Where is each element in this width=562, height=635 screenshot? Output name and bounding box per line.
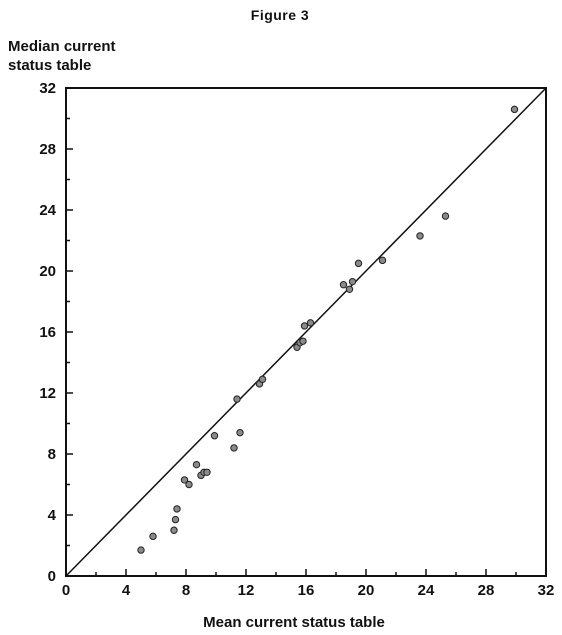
y-tick-label: 24 (39, 202, 56, 219)
x-tick-label: 20 (358, 582, 375, 599)
data-point (442, 213, 448, 219)
x-tick-label: 28 (478, 582, 495, 599)
y-tick-label: 8 (48, 446, 56, 463)
data-point (231, 445, 237, 451)
data-point (150, 533, 156, 539)
data-points (138, 106, 518, 553)
data-point (193, 461, 199, 467)
y-tick-label: 20 (39, 263, 56, 280)
data-point (234, 396, 240, 402)
x-tick-label: 32 (538, 582, 555, 599)
x-axis-label: Mean current status table (203, 614, 385, 631)
data-point (346, 286, 352, 292)
y-tick-label: 4 (48, 507, 57, 524)
data-point (307, 320, 313, 326)
data-point (417, 233, 423, 239)
data-point (355, 260, 361, 266)
y-axis-label-line-1: Median current (8, 38, 116, 55)
data-point (379, 257, 385, 263)
data-point (186, 481, 192, 487)
data-point (138, 547, 144, 553)
reference-line (66, 88, 546, 576)
x-tick-label: 24 (418, 582, 435, 599)
data-point (300, 338, 306, 344)
x-tick-label: 0 (62, 582, 70, 599)
data-point (349, 278, 355, 284)
x-tick-label: 12 (238, 582, 255, 599)
chart-title: Figure 3 (251, 7, 309, 23)
data-point (204, 469, 210, 475)
y-tick-label: 32 (39, 80, 56, 97)
data-point (259, 376, 265, 382)
data-point (511, 106, 517, 112)
y-tick-label: 12 (39, 385, 56, 402)
x-tick-label: 8 (182, 582, 190, 599)
y-axis-label-line-2: status table (8, 57, 91, 74)
data-point (211, 433, 217, 439)
data-point (301, 323, 307, 329)
data-point (237, 429, 243, 435)
y-tick-label: 16 (39, 324, 56, 341)
data-point (340, 282, 346, 288)
data-point (172, 516, 178, 522)
x-tick-label: 4 (122, 582, 131, 599)
data-point (171, 527, 177, 533)
y-tick-label: 0 (48, 568, 56, 585)
data-point (174, 506, 180, 512)
x-tick-label: 16 (298, 582, 315, 599)
y-tick-label: 28 (39, 141, 56, 158)
